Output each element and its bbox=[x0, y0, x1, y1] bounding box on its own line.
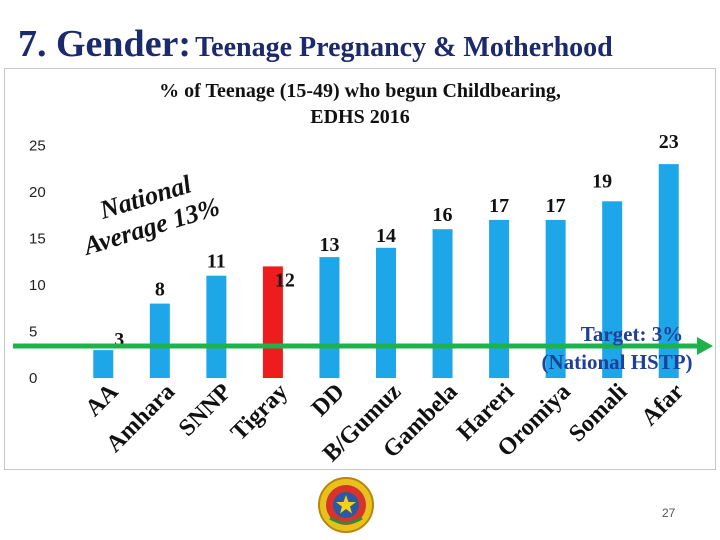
bar-snnp bbox=[206, 275, 227, 378]
data-label-11: 23 bbox=[659, 131, 679, 153]
y-tick-label-15: 15 bbox=[29, 231, 46, 248]
x-tick-label-dd: DD bbox=[307, 379, 350, 422]
bar-gambela bbox=[432, 229, 453, 378]
slide-title-sub: Teenage Pregnancy & Motherhood bbox=[195, 32, 613, 63]
government-seal-icon bbox=[318, 477, 374, 533]
data-label-6: 14 bbox=[376, 225, 396, 247]
data-label-5: 13 bbox=[319, 234, 339, 256]
bar-dd bbox=[319, 257, 340, 378]
data-label-9: 17 bbox=[546, 195, 566, 217]
bar-hareri bbox=[489, 219, 510, 378]
target-annotation-line-1: Target: 3% bbox=[581, 322, 683, 346]
bar-afar bbox=[658, 164, 679, 378]
page-number: 27 bbox=[662, 506, 676, 520]
bar-chart: % of Teenage (15-49) who begun Childbear… bbox=[13, 80, 713, 467]
bar-amhara bbox=[149, 303, 170, 378]
chart-title-line-1: % of Teenage (15-49) who begun Childbear… bbox=[159, 80, 561, 102]
y-tick-label-0: 0 bbox=[29, 370, 37, 387]
x-tick-label-somali: Somali bbox=[564, 379, 633, 448]
x-tick-label-aa: AA bbox=[81, 378, 124, 421]
chart-title-line-2: EDHS 2016 bbox=[310, 106, 409, 128]
data-label-3: 11 bbox=[207, 251, 226, 273]
y-tick-label-20: 20 bbox=[29, 184, 46, 201]
slide-title-main: 7. Gender: bbox=[18, 23, 192, 65]
bar-somali bbox=[602, 201, 623, 378]
x-tick-label-snnp: SNNP bbox=[174, 379, 237, 442]
data-label-8: 17 bbox=[489, 195, 509, 217]
chart-frame: % of Teenage (15-49) who begun Childbear… bbox=[4, 68, 716, 470]
slide-title: 7. Gender: Teenage Pregnancy & Motherhoo… bbox=[18, 22, 613, 66]
target-line-arrowhead bbox=[697, 337, 713, 355]
data-label-7: 16 bbox=[433, 204, 453, 226]
bar-tigray bbox=[262, 266, 283, 378]
x-tick-label-afar: Afar bbox=[637, 379, 690, 432]
bar-oromiya bbox=[545, 219, 566, 378]
x-tick-label-tigray: Tigray bbox=[226, 379, 293, 446]
data-label-2: 8 bbox=[155, 279, 165, 301]
y-tick-label-10: 10 bbox=[29, 277, 46, 294]
y-tick-label-5: 5 bbox=[29, 324, 37, 341]
data-label-10: 19 bbox=[592, 170, 612, 192]
data-label-4: 12 bbox=[275, 269, 295, 291]
bar-b-gumuz bbox=[376, 247, 396, 378]
bar-aa bbox=[93, 350, 114, 378]
y-tick-label-25: 25 bbox=[29, 138, 46, 155]
data-label-1: 3 bbox=[114, 329, 124, 351]
target-annotation-line-2: (National HSTP) bbox=[541, 350, 692, 374]
